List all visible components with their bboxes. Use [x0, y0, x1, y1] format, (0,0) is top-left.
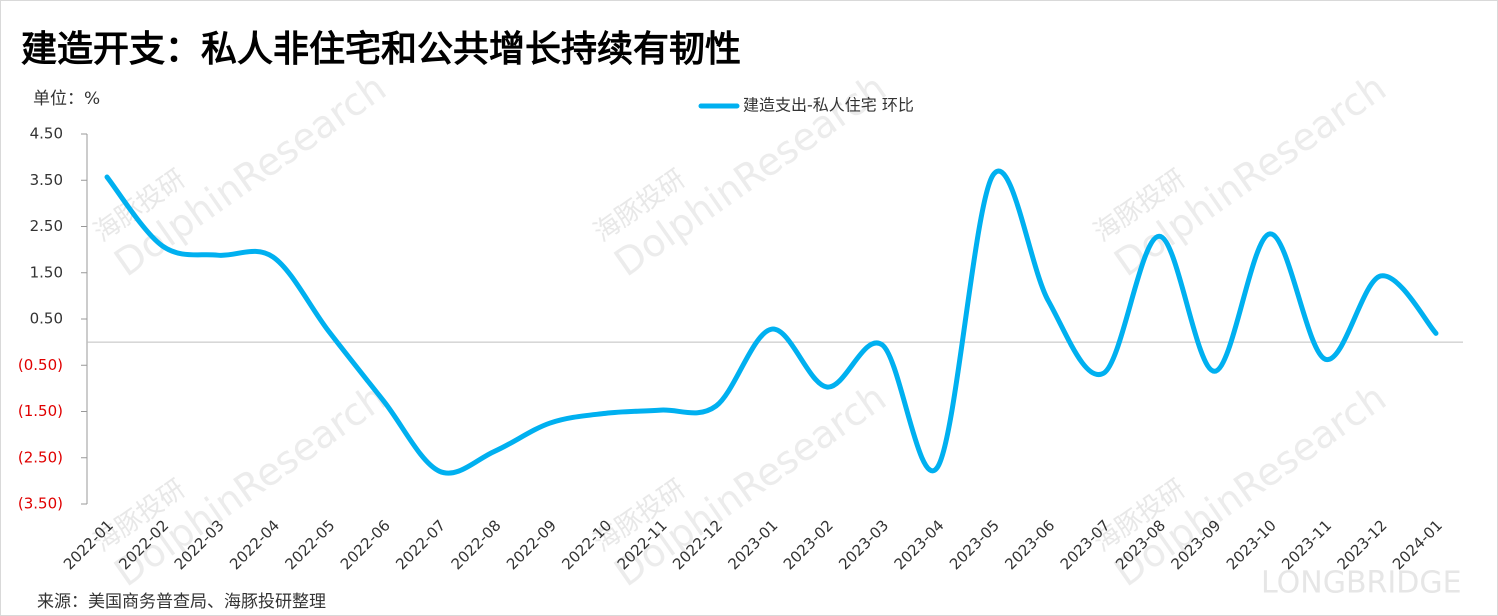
- x-tick-label: 2022-05: [281, 516, 338, 573]
- y-tick-label: 2.50: [30, 217, 63, 235]
- x-tick-label: 2022-08: [448, 516, 505, 573]
- x-tick-label: 2023-04: [891, 516, 948, 573]
- x-tick-label: 2023-02: [780, 516, 837, 573]
- series-line: [104, 168, 1439, 476]
- legend-label: 建造支出-私人住宅 环比: [743, 96, 914, 115]
- x-tick-label: 2023-03: [835, 516, 892, 573]
- y-tick-label: 3.50: [30, 171, 63, 189]
- x-tick-label: 2023-01: [724, 516, 781, 573]
- x-tick-label: 2022-04: [226, 516, 283, 573]
- y-tick-label: (3.50): [18, 495, 63, 513]
- y-tick-label: (0.50): [18, 356, 63, 374]
- source-note: 来源：美国商务普查局、海豚投研整理: [37, 592, 326, 612]
- x-tick-label: 2022-07: [392, 516, 449, 573]
- y-tick-label: (1.50): [18, 402, 63, 420]
- x-tick-label: 2023-06: [1001, 516, 1058, 573]
- unit-label: 单位：%: [33, 89, 100, 109]
- x-tick-label: 2022-06: [337, 516, 394, 573]
- y-tick-label: 1.50: [30, 263, 63, 281]
- x-tick-label: 2022-09: [503, 516, 560, 573]
- y-tick-label: 4.50: [30, 125, 63, 143]
- chart-title: 建造开支：私人非住宅和公共增长持续有韧性: [21, 28, 741, 70]
- x-tick-label: 2023-05: [946, 516, 1003, 573]
- y-tick-label: (2.50): [18, 448, 63, 466]
- y-tick-label: 0.50: [30, 310, 63, 328]
- watermark: LONGBRIDGE: [1261, 566, 1462, 601]
